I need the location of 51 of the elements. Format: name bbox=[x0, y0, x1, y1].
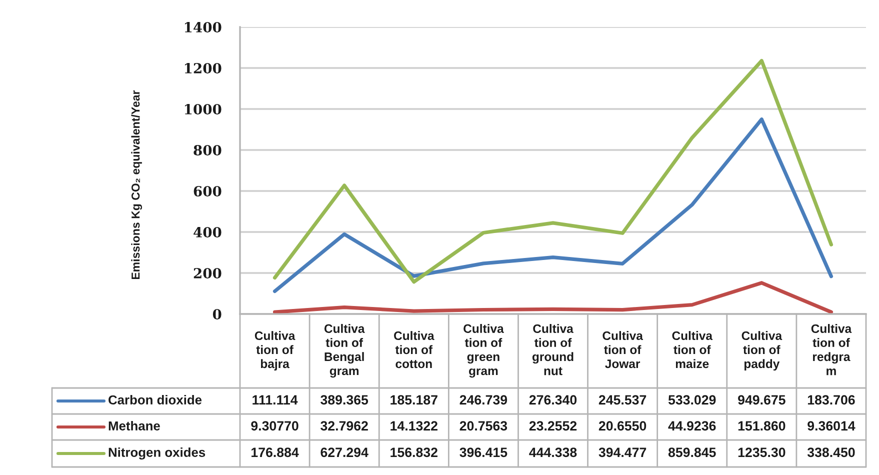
data-label: 949.675 bbox=[738, 395, 786, 405]
x-tick-label: Cultiva tion of maize bbox=[672, 331, 713, 368]
data-label: 20.6550 bbox=[598, 421, 646, 431]
data-label: 246.739 bbox=[460, 395, 508, 405]
legend-label: Methane bbox=[108, 420, 160, 430]
y-tick-label: 800 bbox=[194, 144, 222, 156]
data-label: 185.187 bbox=[390, 395, 438, 405]
data-label: 859.845 bbox=[668, 448, 716, 458]
data-label: 176.884 bbox=[252, 448, 299, 458]
data-label: 14.1322 bbox=[390, 421, 438, 431]
x-tick-label: Cultiva tion of redgra m bbox=[811, 324, 852, 376]
data-label: 396.415 bbox=[460, 448, 508, 458]
x-tick-label: Cultiva tion of Jowar bbox=[602, 331, 644, 368]
y-tick-label: 1400 bbox=[184, 22, 222, 32]
y-tick-label: 1200 bbox=[184, 62, 222, 74]
y-tick-label: 600 bbox=[194, 186, 222, 196]
data-label: 20.7563 bbox=[460, 421, 508, 431]
legend-label: Carbon dioxide bbox=[108, 394, 202, 404]
data-label: 183.706 bbox=[808, 395, 855, 405]
line-series bbox=[272, 281, 834, 314]
data-label: 44.9236 bbox=[668, 421, 716, 431]
data-label: 111.114 bbox=[252, 395, 298, 404]
x-tick-label: Cultiva tion of cotton bbox=[394, 331, 434, 368]
data-label: 23.2552 bbox=[529, 421, 577, 431]
data-label: 627.294 bbox=[320, 448, 368, 458]
data-label: 32.7962 bbox=[320, 421, 368, 431]
x-tick-label: Cultiva tion of green gram bbox=[464, 324, 504, 378]
data-label: 389.365 bbox=[320, 395, 368, 405]
data-label: 276.340 bbox=[529, 395, 577, 405]
y-tick-label: 200 bbox=[194, 268, 222, 278]
x-tick-label: Cultiva tion of paddy bbox=[742, 331, 782, 371]
x-tick-label: Cultiva tion of bajra bbox=[254, 331, 296, 371]
data-label: 151.860 bbox=[738, 421, 786, 431]
line-series bbox=[272, 58, 834, 284]
line-series bbox=[272, 118, 834, 294]
x-tick-label: Cultiva tion of ground nut bbox=[532, 324, 574, 376]
data-label: 338.450 bbox=[807, 448, 855, 458]
data-label: 1235.30 bbox=[738, 448, 786, 458]
data-label: 394.477 bbox=[598, 448, 646, 458]
data-label: 9.30770 bbox=[251, 421, 298, 431]
data-label: 9.36014 bbox=[808, 421, 856, 431]
y-tick-label: 1000 bbox=[184, 104, 222, 114]
y-tick-label: 0 bbox=[212, 308, 222, 320]
y-axis-title: Emissions Kg CO₂ equivalent/Year bbox=[131, 90, 142, 280]
data-label: 245.537 bbox=[598, 395, 646, 405]
data-label: 156.832 bbox=[390, 448, 438, 458]
x-tick-label: Cultiva tion of Bengal gram bbox=[324, 324, 365, 378]
y-tick-label: 400 bbox=[194, 226, 222, 238]
data-label: 444.338 bbox=[529, 448, 577, 458]
legend-label: Nitrogen oxides bbox=[108, 447, 206, 460]
data-label: 533.029 bbox=[668, 395, 716, 405]
